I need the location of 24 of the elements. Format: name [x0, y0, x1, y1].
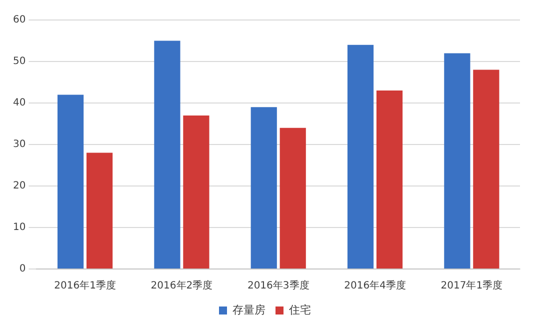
y-tick-label: 0: [19, 264, 26, 275]
legend-label: 存量房: [232, 303, 266, 316]
bar: [376, 90, 403, 268]
x-tick-label: 2016年2季度: [150, 280, 213, 292]
bar: [58, 94, 84, 268]
bar: [250, 107, 277, 268]
bar: [280, 128, 306, 268]
y-tick-label: 10: [12, 222, 26, 234]
bar: [183, 115, 210, 268]
y-tick-label: 30: [12, 139, 26, 150]
x-tick-label: 2016年4季度: [344, 280, 406, 292]
bar: [444, 53, 470, 268]
x-tick-label: 2016年1季度: [54, 280, 116, 292]
y-tick-label: 60: [12, 14, 26, 26]
x-tick-label: 2016年3季度: [247, 280, 310, 292]
y-tick-label: 50: [12, 56, 26, 68]
y-tick-label: 20: [12, 180, 26, 192]
bar: [347, 44, 374, 268]
bar: [86, 152, 113, 268]
y-tick-label: 40: [12, 98, 26, 109]
legend-label: 住宅: [289, 303, 311, 316]
bar: [473, 70, 500, 268]
x-tick-label: 2017年1季度: [440, 280, 503, 292]
bar: [154, 40, 180, 268]
